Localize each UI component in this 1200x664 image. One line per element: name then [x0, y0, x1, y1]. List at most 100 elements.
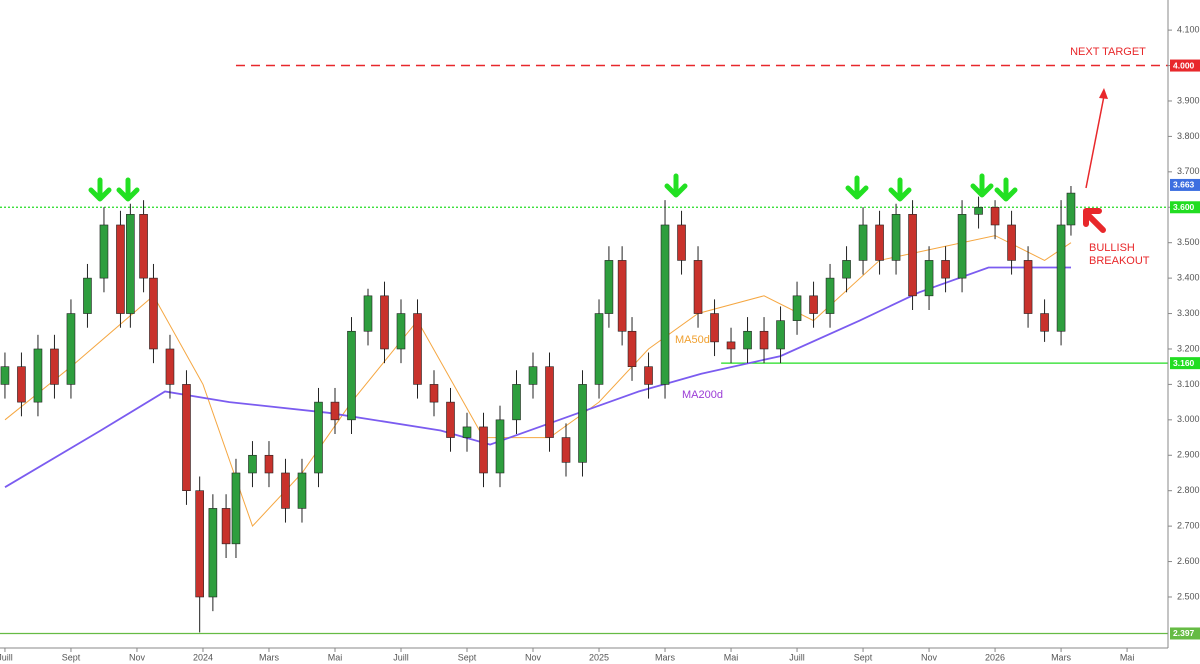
candle-body — [479, 426, 488, 474]
top-marker — [116, 177, 140, 202]
x-tick-label: Juill — [393, 652, 409, 662]
candle-body — [990, 206, 1000, 226]
candle-body — [644, 366, 653, 385]
candle-body — [195, 490, 204, 598]
ma200-label: MA200d — [682, 389, 723, 401]
candle-body — [208, 508, 218, 598]
target-arrow — [1085, 95, 1105, 189]
target-arrowhead — [1099, 88, 1108, 99]
price-tag — [1170, 627, 1200, 640]
y-tick-label: 3.700 — [1177, 166, 1200, 176]
moving-average — [4, 266, 1071, 488]
candle-body — [1066, 192, 1076, 226]
candle-body — [347, 330, 356, 421]
y-tick-label: 3.100 — [1177, 379, 1200, 389]
candle-body — [545, 366, 554, 438]
candle-body — [710, 313, 719, 343]
candle-body — [1040, 313, 1049, 332]
candle-body — [221, 508, 231, 545]
x-tick-label: Sept — [458, 652, 477, 662]
x-tick-label: Mars — [655, 652, 675, 662]
candle-body — [825, 277, 835, 314]
price-tag — [1170, 357, 1200, 370]
candle-body — [617, 260, 627, 332]
candle-body — [891, 214, 901, 261]
candle-body — [363, 295, 373, 332]
price-tag-label: 4.000 — [1173, 60, 1195, 70]
axis-layer: 2.500 2.600 2.700 2.800 2.900 3.000 3.100 3.200… — [0, 24, 1200, 662]
x-tick-label: Mars — [259, 652, 279, 662]
price-tag-label: 2.397 — [1173, 628, 1195, 638]
y-tick-label: 3.500 — [1177, 237, 1200, 247]
breakout-arrow — [1083, 208, 1106, 233]
level-layer — [0, 64, 1168, 635]
candle-body — [776, 320, 785, 350]
price-tag-label: 3.160 — [1173, 358, 1195, 368]
candle-body — [604, 260, 614, 314]
y-tick-label: 4.100 — [1177, 24, 1200, 34]
candle-body — [809, 295, 818, 314]
top-marker — [88, 177, 112, 202]
y-tick-label: 2.600 — [1177, 556, 1200, 566]
x-tick-label: Sept — [854, 652, 873, 662]
y-tick-label: 2.800 — [1177, 485, 1200, 495]
candle-body — [314, 401, 323, 474]
price-tag-label: 3.600 — [1173, 202, 1195, 212]
candle-body — [660, 224, 670, 385]
x-tick-label: 2024 — [193, 652, 213, 662]
x-tick-label: Nov — [921, 652, 938, 662]
ma-layer — [4, 235, 1072, 528]
top-marker — [970, 173, 994, 198]
candle-body — [561, 437, 571, 463]
breakout-label: BREAKOUT — [1089, 255, 1150, 267]
candle-body — [413, 313, 422, 385]
top-marker — [888, 177, 912, 202]
x-tick-label: Sept — [62, 652, 81, 662]
x-tick-label: 2025 — [589, 652, 609, 662]
y-tick-label: 3.900 — [1177, 95, 1200, 105]
candle-body — [842, 260, 851, 279]
price-tag — [1170, 178, 1200, 191]
next-target-label: NEXT TARGET — [1070, 46, 1146, 58]
y-tick-label: 3.200 — [1177, 343, 1200, 353]
candle-body — [165, 348, 175, 385]
y-tick-label: 3.000 — [1177, 414, 1200, 424]
price-tag — [1170, 201, 1200, 214]
candle-body — [957, 214, 967, 279]
candle-body — [941, 260, 950, 279]
x-tick-label: Nov — [525, 652, 542, 662]
candle-body — [116, 224, 125, 314]
candle-body — [512, 384, 521, 421]
candle-body — [1023, 260, 1033, 314]
candle-body — [627, 330, 637, 367]
top-marker — [845, 175, 869, 200]
x-tick-label: Mars — [1051, 652, 1071, 662]
candle-body — [594, 313, 604, 385]
x-tick-label: 2026 — [985, 652, 1005, 662]
candle-body — [248, 454, 257, 474]
candle-body — [693, 260, 703, 314]
candle-body — [495, 419, 505, 474]
candle-body — [462, 426, 472, 438]
candle-body — [446, 401, 455, 438]
top-marker — [994, 177, 1018, 202]
y-tick-label: 3.800 — [1177, 131, 1200, 141]
x-tick-label: Nov — [129, 652, 146, 662]
candle-body — [33, 348, 43, 403]
top-marker — [664, 173, 688, 198]
y-tick-label: 2.900 — [1177, 450, 1200, 460]
y-tick-label: 2.500 — [1177, 591, 1200, 601]
red-arrows — [1083, 88, 1108, 233]
candle-body — [66, 313, 76, 385]
candle-body — [528, 366, 538, 385]
candle-body — [126, 214, 135, 314]
candle-body — [726, 341, 736, 350]
candle-layer — [0, 186, 1076, 633]
candle-body — [908, 214, 917, 297]
candle-body — [396, 313, 406, 350]
candle-body — [297, 472, 307, 509]
x-tick-label: Mai — [1120, 652, 1135, 662]
y-tick-label: 3.300 — [1177, 308, 1200, 318]
candle-body — [231, 472, 241, 545]
